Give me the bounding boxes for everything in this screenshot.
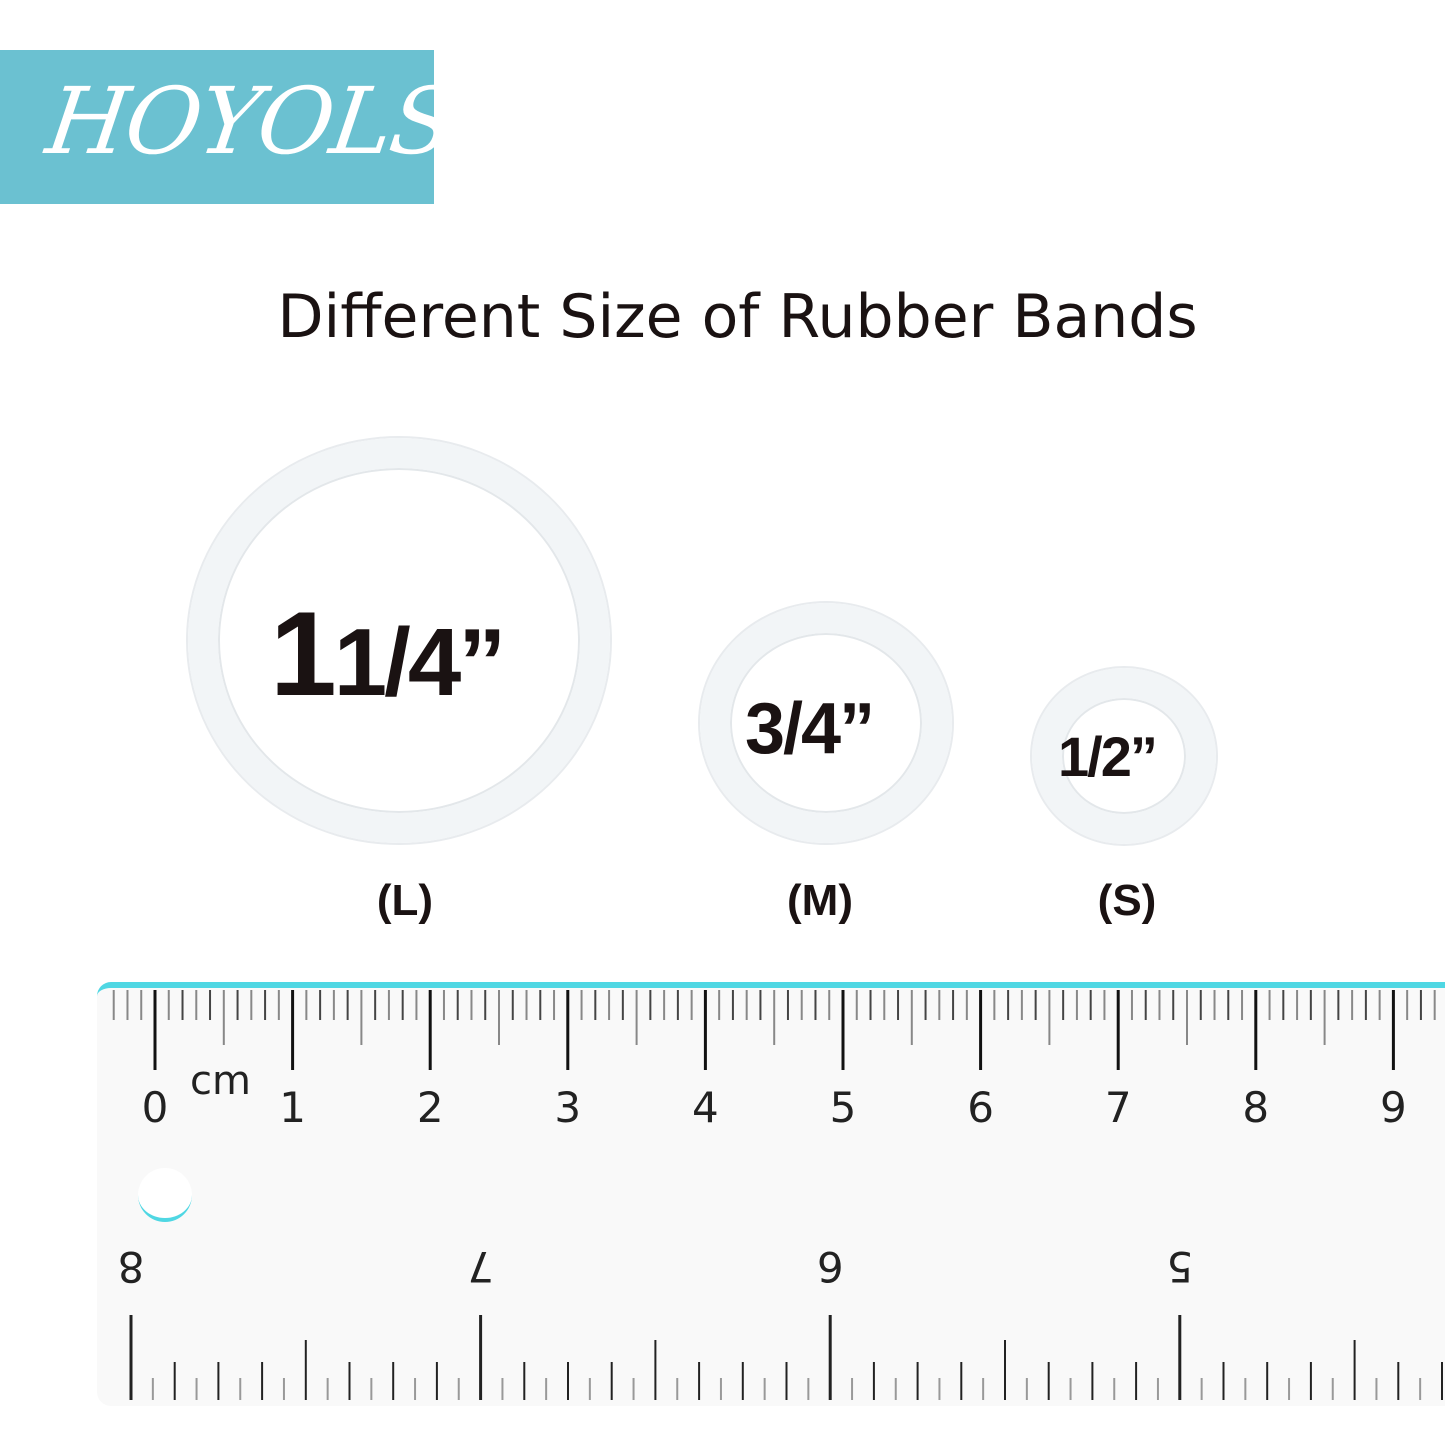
cm-unit-label: cm xyxy=(190,1058,251,1104)
band-medium-size: 3/4” xyxy=(745,689,875,769)
cm-label: 8 xyxy=(1242,1083,1269,1132)
inch-label: 6 xyxy=(817,1242,844,1291)
ruler xyxy=(97,982,1445,1406)
band-small-label: (S) xyxy=(1097,876,1157,925)
cm-label: 7 xyxy=(1105,1083,1132,1132)
cm-label: 0 xyxy=(142,1083,169,1132)
cm-label: 5 xyxy=(830,1083,857,1132)
page-title: Different Size of Rubber Bands xyxy=(277,282,1198,352)
cm-label: 4 xyxy=(692,1083,719,1132)
band-medium-label: (M) xyxy=(787,876,853,925)
cm-label: 6 xyxy=(967,1083,994,1132)
cm-label: 9 xyxy=(1380,1083,1407,1132)
cm-label: 3 xyxy=(554,1083,581,1132)
ruler-hole xyxy=(138,1168,192,1222)
band-large-label: (L) xyxy=(376,876,434,925)
band-small-size: 1/2” xyxy=(1058,725,1158,788)
inch-label: 8 xyxy=(118,1242,145,1291)
band-large-size: 11/4” xyxy=(270,587,506,721)
brand-logo: HOYOLS xyxy=(0,50,459,204)
inch-label: 7 xyxy=(467,1242,494,1291)
cm-label: 2 xyxy=(417,1083,444,1132)
inch-label: 5 xyxy=(1166,1242,1193,1291)
cm-label: 1 xyxy=(279,1083,306,1132)
